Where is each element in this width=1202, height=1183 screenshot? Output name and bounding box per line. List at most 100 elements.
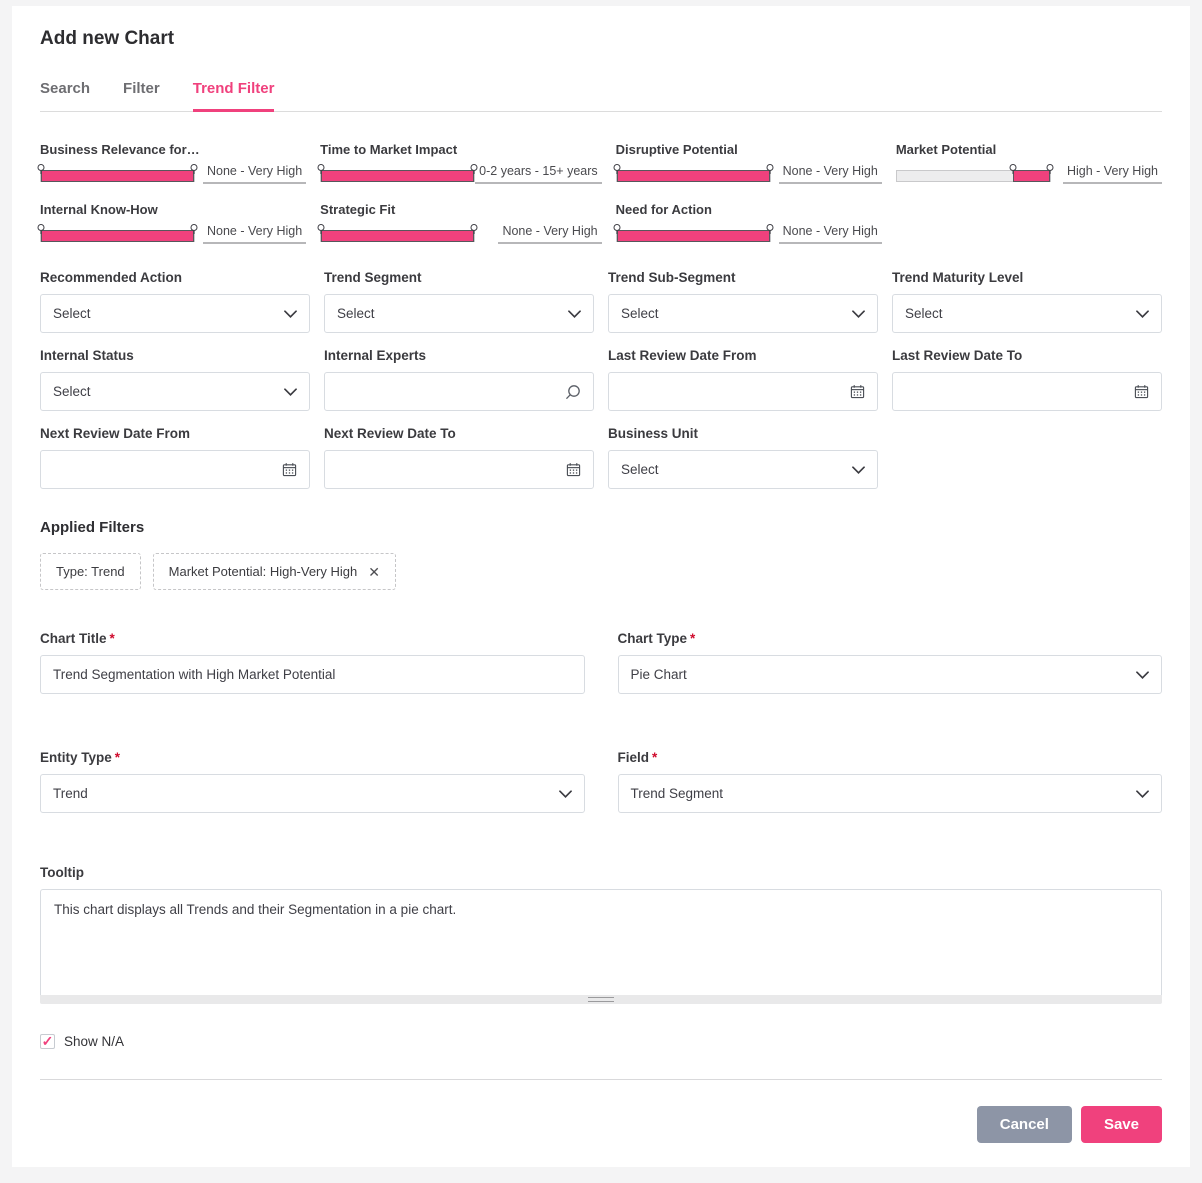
slider-handle-min[interactable]	[613, 164, 621, 174]
required-asterisk: *	[114, 750, 121, 765]
slider-range-label: None - Very High	[202, 164, 307, 184]
internal-status-field: Internal Status Select	[40, 348, 310, 411]
sliders-section: Business Relevance for… None - Very High…	[37, 142, 1162, 244]
next-review-date-to-label: Next Review Date To	[324, 426, 456, 441]
slider-handle-max[interactable]	[766, 164, 774, 174]
select-value: Select	[621, 462, 659, 477]
slider-handle-max[interactable]	[1046, 164, 1054, 174]
slider-handle-min[interactable]	[37, 164, 45, 174]
slider-range-label: 0-2 years - 15+ years	[475, 164, 602, 184]
slider-range-label: High - Very High	[1062, 164, 1162, 184]
calendar-icon[interactable]	[282, 462, 297, 477]
slider-track[interactable]	[37, 164, 198, 182]
business-unit-select[interactable]: Select	[608, 450, 878, 489]
textarea-resize-handle[interactable]	[40, 995, 1162, 1004]
tab-filter[interactable]: Filter	[123, 80, 160, 97]
chip-label: Type: Trend	[56, 564, 125, 579]
checkmark-icon: ✓	[41, 1032, 54, 1049]
entity-type-field: Entity Type * Trend	[40, 750, 585, 813]
slider-handle-min[interactable]	[1009, 164, 1017, 174]
trend-segment-select[interactable]: Select	[324, 294, 594, 333]
slider-track[interactable]	[317, 224, 478, 242]
tab-bar: Search Filter Trend Filter	[40, 80, 1162, 112]
trend-segment-label: Trend Segment	[324, 270, 422, 285]
slider-label: Time to Market Impact	[320, 142, 458, 157]
slider-fill	[616, 170, 770, 182]
slider-handle-min[interactable]	[37, 224, 45, 234]
slider-internal-know-how: Internal Know-How None - Very High	[37, 202, 307, 244]
select-value: Pie Chart	[630, 667, 687, 682]
select-value: Select	[905, 306, 943, 321]
slider-handle-max[interactable]	[190, 224, 198, 234]
slider-label: Strategic Fit	[320, 202, 396, 217]
search-icon	[565, 384, 581, 400]
next-review-date-to-input[interactable]	[337, 462, 566, 477]
cancel-button[interactable]: Cancel	[976, 1106, 1072, 1143]
tab-trend-filter[interactable]: Trend Filter	[192, 80, 275, 112]
slider-handle-max[interactable]	[190, 164, 198, 174]
chart-title-input[interactable]	[40, 655, 585, 694]
show-na-checkbox[interactable]: ✓	[40, 1034, 55, 1049]
slider-handle-max[interactable]	[766, 224, 774, 234]
slider-strategic-fit: Strategic Fit None - Very High	[317, 202, 602, 244]
resize-grip-icon	[588, 997, 614, 1002]
next-review-date-from-input[interactable]	[53, 462, 282, 477]
calendar-icon[interactable]	[1134, 384, 1149, 399]
recommended-action-select[interactable]: Select	[40, 294, 310, 333]
slider-handle-max[interactable]	[470, 164, 478, 174]
select-value: Trend Segment	[630, 786, 724, 801]
internal-experts-label: Internal Experts	[324, 348, 427, 363]
slider-fill	[1013, 170, 1050, 182]
required-asterisk: *	[652, 750, 658, 765]
slider-label: Business Relevance for…	[40, 142, 200, 157]
internal-status-label: Internal Status	[40, 348, 134, 363]
slider-handle-min[interactable]	[613, 224, 621, 234]
slider-fill	[41, 170, 194, 182]
slider-handle-min[interactable]	[317, 224, 325, 234]
last-review-date-to-field: Last Review Date To	[892, 348, 1162, 411]
calendar-icon[interactable]	[566, 462, 581, 477]
field-select[interactable]: Trend Segment	[617, 774, 1162, 813]
slider-handle-max[interactable]	[470, 224, 478, 234]
page-title: Add new Chart	[40, 28, 175, 49]
chart-title-field: Chart Title *	[40, 631, 585, 694]
chevron-down-icon	[284, 309, 297, 318]
internal-experts-input[interactable]	[337, 384, 565, 399]
slider-business-relevance: Business Relevance for… None - Very High	[37, 142, 307, 184]
recommended-action-label: Recommended Action	[40, 270, 183, 285]
applied-filter-chips: Type: Trend Market Potential: High-Very …	[40, 553, 1162, 590]
chevron-down-icon	[1136, 309, 1149, 318]
slider-track[interactable]	[37, 224, 198, 242]
tooltip-textarea[interactable]	[40, 889, 1162, 995]
trend-maturity-level-select[interactable]: Select	[892, 294, 1162, 333]
slider-track[interactable]	[613, 164, 774, 182]
slider-track[interactable]	[895, 164, 1054, 182]
slider-handle-min[interactable]	[317, 164, 325, 174]
chart-type-label: Chart Type *	[617, 631, 696, 646]
slider-label: Market Potential	[895, 142, 997, 157]
chart-type-select[interactable]: Pie Chart	[617, 655, 1162, 694]
chevron-down-icon	[568, 309, 581, 318]
last-review-date-to-box	[892, 372, 1162, 411]
internal-status-select[interactable]: Select	[40, 372, 310, 411]
calendar-icon[interactable]	[850, 384, 865, 399]
last-review-date-to-label: Last Review Date To	[892, 348, 1023, 363]
slider-track[interactable]	[613, 224, 774, 242]
last-review-date-to-input[interactable]	[905, 384, 1134, 399]
internal-experts-field: Internal Experts	[324, 348, 594, 411]
slider-fill	[616, 230, 770, 242]
trend-maturity-level-field: Trend Maturity Level Select	[892, 270, 1162, 333]
tab-search[interactable]: Search	[40, 80, 91, 97]
tooltip-label: Tooltip	[40, 865, 84, 880]
last-review-date-from-input[interactable]	[621, 384, 850, 399]
slider-range-label: None - Very High	[778, 164, 882, 184]
slider-track[interactable]	[317, 164, 478, 182]
next-review-date-from-label: Next Review Date From	[40, 426, 191, 441]
trend-sub-segment-select[interactable]: Select	[608, 294, 878, 333]
chart-type-field: Chart Type * Pie Chart	[617, 631, 1162, 694]
remove-filter-icon[interactable]: ✕	[368, 563, 380, 580]
save-button[interactable]: Save	[1080, 1106, 1162, 1143]
applied-filters-heading: Applied Filters	[40, 519, 145, 536]
select-value: Trend	[53, 786, 88, 801]
entity-type-select[interactable]: Trend	[40, 774, 585, 813]
